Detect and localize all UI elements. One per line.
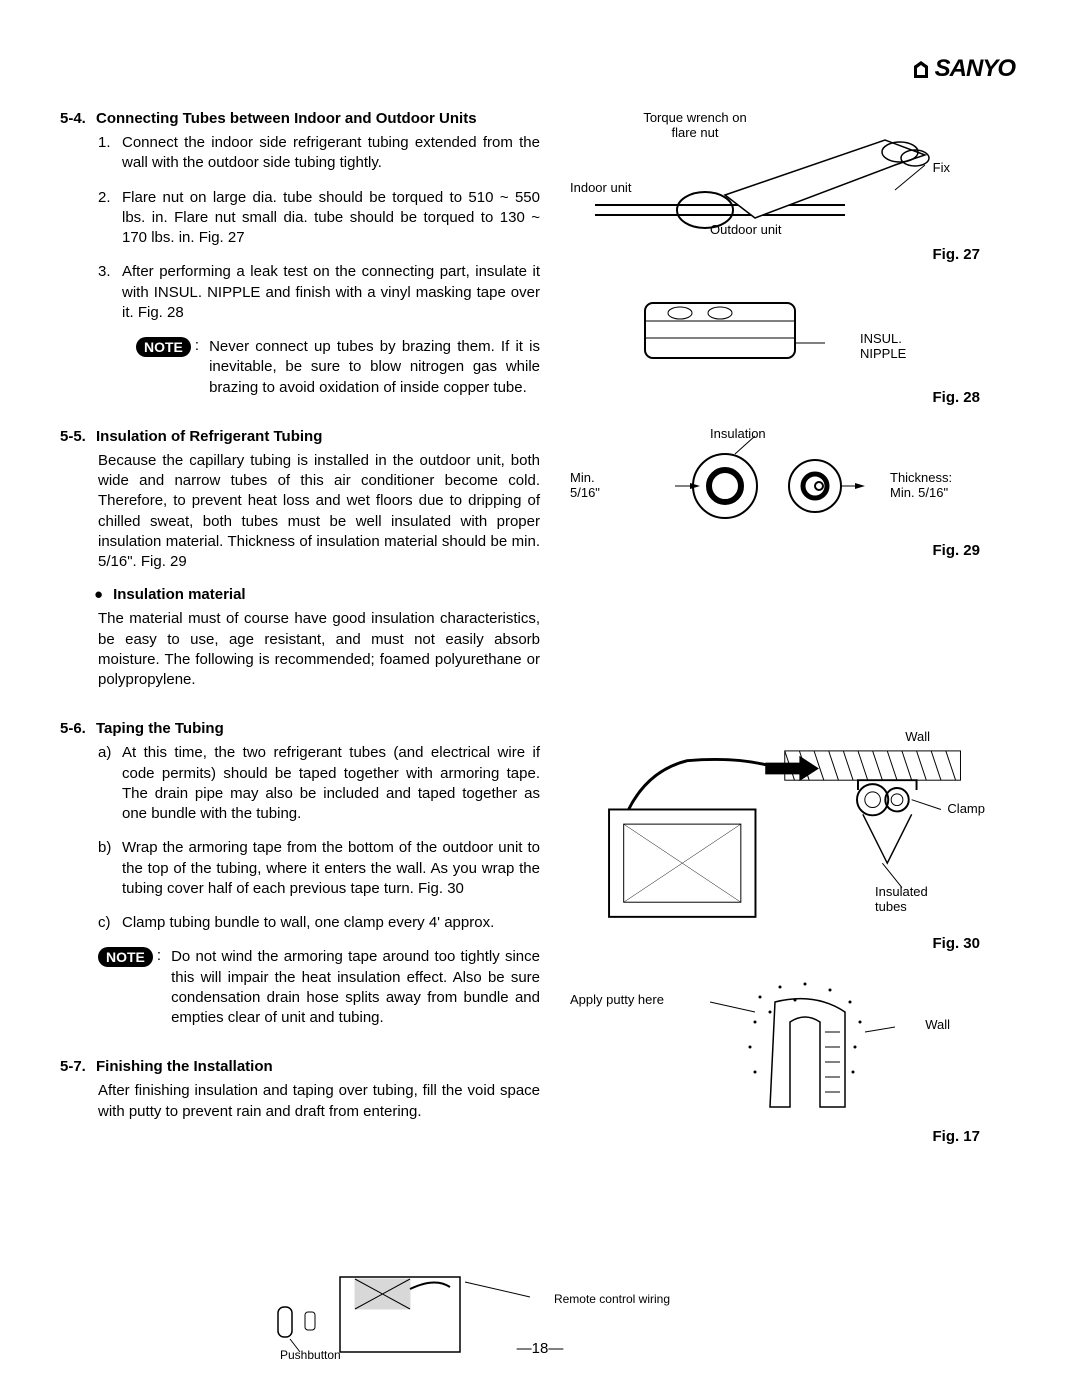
figure-column: Torque wrench on flare nut Fix Indoor un… [560,110,980,1165]
section-5-6-heading: 5-6.Taping the Tubing [60,720,540,737]
list-item: c) Clamp tubing bundle to wall, one clam… [98,913,540,933]
figure-30-caption: Fig. 30 [570,935,980,952]
note-block: NOTE : Do not wind the armoring tape aro… [98,947,540,1028]
section-5-4-heading: 5-4.Connecting Tubes between Indoor and … [60,110,540,127]
logo-icon [911,60,931,80]
logo-text: SANYO [935,55,1015,82]
figure-29-caption: Fig. 29 [570,542,980,559]
list-item: b) Wrap the armoring tape from the botto… [98,838,540,899]
figure-30: Wall Clamp Insulated tubes Fig. 30 [570,729,980,952]
figure-27: Torque wrench on flare nut Fix Indoor un… [570,110,980,263]
list-item: 2. Flare nut on large dia. tube should b… [98,188,540,249]
section-5-7-body: After finishing insulation and taping ov… [98,1081,540,1122]
section-5-7-heading: 5-7.Finishing the Installation [60,1058,540,1075]
figure-17-caption: Fig. 17 [570,1128,980,1145]
section-5-5-body: Because the capillary tubing is installe… [98,451,540,573]
text-column: 5-4.Connecting Tubes between Indoor and … [60,110,560,1165]
list-item: a) At this time, the two refrigerant tub… [98,743,540,824]
figure-28-caption: Fig. 28 [570,389,980,406]
list-item: 3. After performing a leak test on the c… [98,262,540,323]
section-5-5-heading: 5-5.Insulation of Refrigerant Tubing [60,428,540,445]
figure-28: INSUL. NIPPLE Fig. 28 [570,283,980,406]
list-item: 1. Connect the indoor side refrigerant t… [98,133,540,174]
insulation-material-heading: Insulation material [116,586,540,603]
insulation-material-body: The material must of course have good in… [98,609,540,690]
figure-29: Insulation Min. 5/16" Thickness: Min. 5/… [570,426,980,559]
brand-logo: SANYO [911,55,1015,83]
page-number: —18— [517,1340,564,1357]
note-badge: NOTE [136,337,191,357]
note-badge: NOTE [98,947,153,967]
figure-27-caption: Fig. 27 [570,246,980,263]
note-block: NOTE : Never connect up tubes by brazing… [136,337,540,398]
figure-17: Apply putty here Wall Fig. 17 [570,972,980,1145]
